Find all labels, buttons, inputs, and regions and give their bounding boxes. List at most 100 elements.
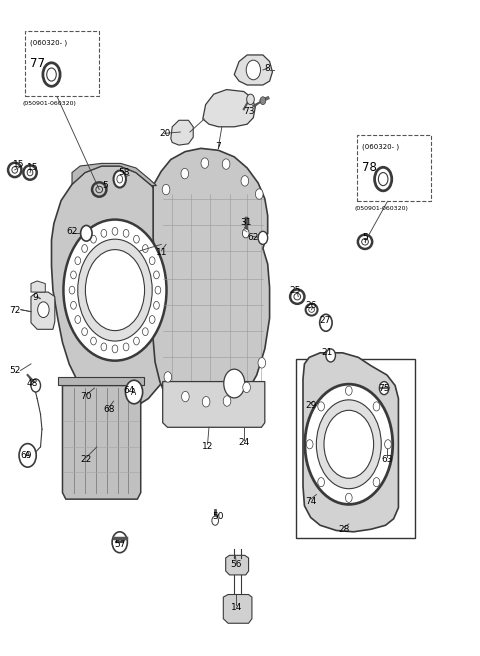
Circle shape [223, 396, 231, 406]
Polygon shape [226, 556, 249, 575]
Circle shape [143, 245, 148, 253]
Circle shape [154, 271, 159, 279]
Circle shape [320, 314, 332, 331]
Circle shape [75, 316, 81, 323]
Bar [296, 359, 415, 539]
Circle shape [346, 386, 352, 396]
Text: (060320- ): (060320- ) [362, 144, 399, 150]
Text: 57: 57 [114, 541, 125, 549]
Circle shape [154, 301, 159, 309]
Circle shape [384, 440, 391, 449]
Circle shape [133, 236, 139, 243]
Text: (050901-060320): (050901-060320) [23, 102, 77, 106]
Circle shape [242, 229, 249, 238]
Circle shape [316, 400, 381, 489]
Text: 78: 78 [362, 161, 377, 174]
Text: 7: 7 [216, 142, 221, 151]
Circle shape [246, 60, 261, 80]
Circle shape [243, 382, 251, 392]
Text: 50: 50 [213, 512, 224, 521]
Circle shape [164, 372, 172, 382]
Text: 74: 74 [305, 497, 316, 506]
Circle shape [224, 369, 245, 398]
Text: 9: 9 [33, 293, 38, 302]
Circle shape [71, 271, 76, 279]
Circle shape [260, 96, 266, 104]
Text: 15: 15 [27, 163, 38, 173]
Circle shape [212, 516, 218, 525]
Text: 21: 21 [321, 348, 333, 358]
Text: 62: 62 [248, 234, 259, 242]
Circle shape [318, 402, 324, 411]
Circle shape [71, 301, 76, 309]
Text: 69: 69 [21, 451, 32, 460]
Circle shape [155, 286, 161, 294]
Circle shape [149, 316, 155, 323]
Circle shape [324, 410, 373, 478]
Circle shape [143, 328, 148, 336]
Text: (060320- ): (060320- ) [30, 39, 67, 46]
Circle shape [31, 379, 40, 392]
Circle shape [222, 159, 230, 169]
Circle shape [78, 239, 152, 341]
Text: 73: 73 [243, 107, 254, 115]
Text: 24: 24 [238, 438, 250, 447]
Circle shape [75, 256, 81, 264]
Polygon shape [62, 386, 141, 499]
Circle shape [69, 286, 75, 294]
Circle shape [81, 226, 92, 241]
Circle shape [255, 189, 263, 199]
Text: 5: 5 [362, 234, 368, 242]
Circle shape [181, 392, 189, 402]
Text: 77: 77 [30, 57, 45, 70]
Text: (050901-060320): (050901-060320) [355, 206, 408, 211]
Text: 63: 63 [381, 455, 393, 464]
Circle shape [123, 343, 129, 351]
Circle shape [181, 169, 189, 179]
Circle shape [247, 94, 254, 104]
Polygon shape [223, 594, 252, 623]
Text: 75: 75 [378, 384, 390, 392]
Circle shape [318, 478, 324, 487]
Text: 8: 8 [265, 64, 271, 73]
Text: 22: 22 [81, 455, 92, 464]
Polygon shape [171, 120, 193, 145]
Polygon shape [234, 55, 273, 85]
Text: 25: 25 [289, 285, 300, 295]
Circle shape [101, 230, 107, 237]
Text: 70: 70 [81, 392, 92, 401]
Circle shape [149, 256, 155, 264]
Text: 15: 15 [13, 160, 24, 169]
Text: 5: 5 [103, 181, 108, 190]
Circle shape [258, 358, 265, 368]
Circle shape [202, 396, 210, 407]
Circle shape [19, 443, 36, 467]
Text: 20: 20 [159, 129, 170, 138]
Circle shape [305, 384, 393, 504]
Circle shape [133, 337, 139, 345]
Circle shape [112, 532, 127, 553]
Text: 31: 31 [240, 218, 252, 227]
Circle shape [373, 402, 380, 411]
Circle shape [85, 250, 144, 331]
Circle shape [123, 230, 129, 237]
Circle shape [373, 478, 380, 487]
Polygon shape [72, 163, 156, 186]
Polygon shape [58, 377, 144, 386]
Text: 68: 68 [103, 405, 115, 414]
Polygon shape [153, 148, 270, 420]
Polygon shape [163, 382, 265, 427]
Circle shape [326, 349, 336, 362]
Circle shape [258, 232, 268, 245]
Circle shape [91, 337, 96, 345]
Bar [25, 31, 99, 96]
Bar [357, 135, 431, 201]
Circle shape [91, 236, 96, 243]
Polygon shape [31, 292, 55, 329]
Text: 11: 11 [156, 249, 167, 257]
Circle shape [201, 158, 209, 169]
Text: 29: 29 [305, 401, 316, 409]
Text: 48: 48 [27, 379, 38, 388]
Circle shape [306, 440, 313, 449]
Circle shape [241, 176, 249, 186]
